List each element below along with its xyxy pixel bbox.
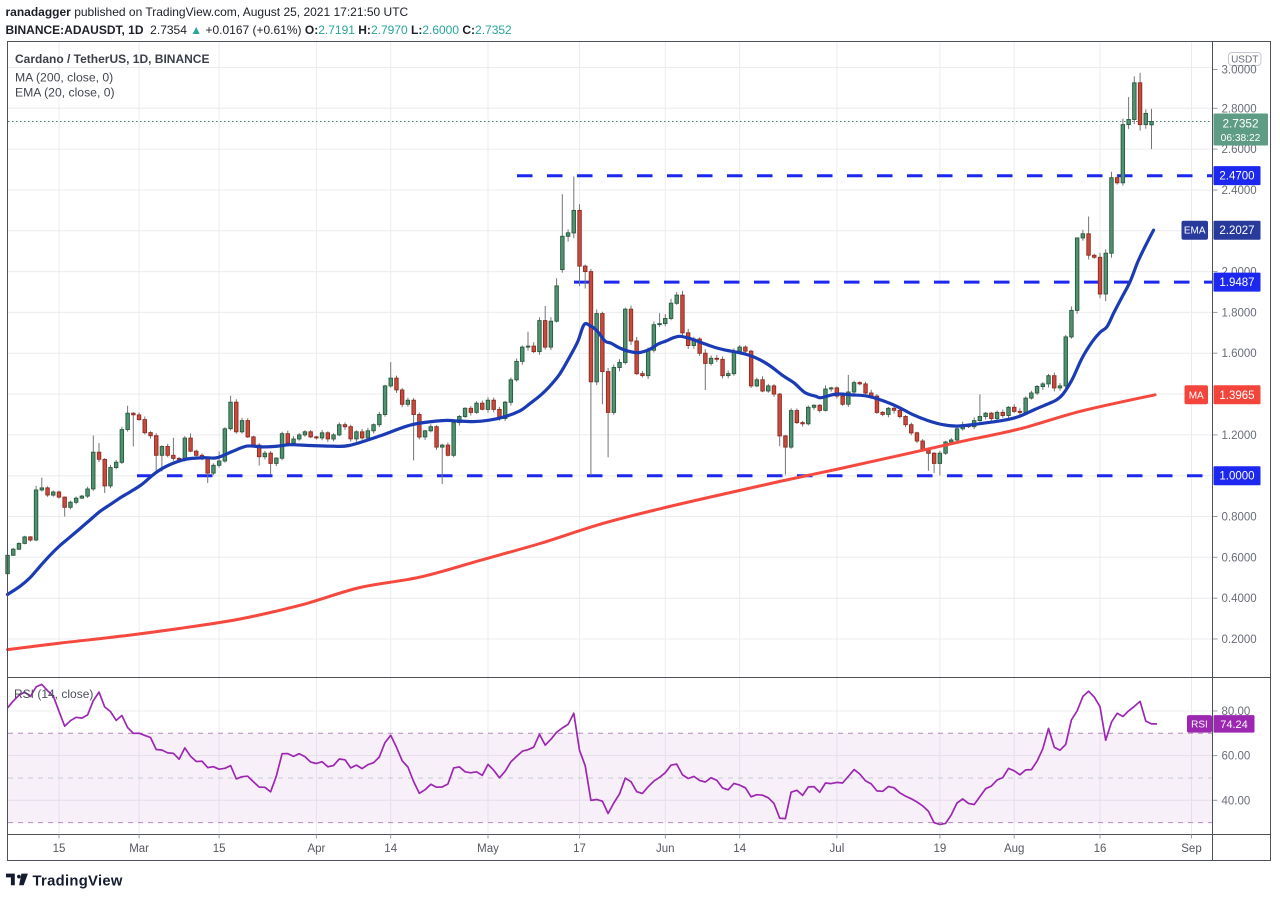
svg-text:Apr: Apr [307,843,325,855]
svg-text:0.6000: 0.6000 [1222,552,1257,564]
svg-text:2.6000: 2.6000 [1222,144,1257,156]
svg-text:0.8000: 0.8000 [1222,512,1257,524]
svg-text:1.0000: 1.0000 [1219,471,1254,483]
svg-text:Mar: Mar [129,843,149,855]
svg-text:BINANCE:ADAUSDT, 1D 2.7354 ▲: BINANCE:ADAUSDT, 1D 2.7354 ▲ +0.0167 (+0… [6,23,513,37]
svg-text:1.8000: 1.8000 [1222,307,1257,319]
svg-text:2.4700: 2.4700 [1219,171,1254,183]
svg-text:80.00: 80.00 [1222,706,1251,718]
svg-text:15: 15 [213,843,226,855]
svg-text:Sep: Sep [1181,843,1201,855]
svg-text:ranadagger published on Tradin: ranadagger published on TradingView.com,… [6,5,409,19]
svg-text:1.9487: 1.9487 [1219,277,1254,289]
svg-text:TradingView: TradingView [33,873,123,889]
svg-text:1.3965: 1.3965 [1219,390,1254,402]
svg-text:17: 17 [573,843,586,855]
svg-text:May: May [477,843,499,855]
svg-text:2.2027: 2.2027 [1219,225,1254,237]
svg-text:0.2000: 0.2000 [1222,634,1257,646]
svg-text:74.24: 74.24 [1220,719,1248,731]
svg-text:Cardano / TetherUS, 1D, BINANC: Cardano / TetherUS, 1D, BINANCE [15,52,209,66]
svg-text:0.4000: 0.4000 [1222,593,1257,605]
svg-text:14: 14 [384,843,397,855]
svg-text:19: 19 [934,843,947,855]
svg-text:USDT: USDT [1231,55,1258,66]
svg-text:2.8000: 2.8000 [1222,103,1257,115]
svg-text:EMA: EMA [1184,226,1206,237]
svg-text:3.0000: 3.0000 [1222,65,1257,77]
svg-text:2.4000: 2.4000 [1222,185,1257,197]
svg-text:Aug: Aug [1004,843,1024,855]
svg-text:16: 16 [1094,843,1107,855]
svg-text:14: 14 [733,843,746,855]
svg-text:Jul: Jul [830,843,845,855]
svg-text:2.7352: 2.7352 [1222,117,1258,131]
svg-text:1.2000: 1.2000 [1222,430,1257,442]
svg-text:Jun: Jun [656,843,675,855]
svg-text:15: 15 [53,843,66,855]
svg-text:40.00: 40.00 [1222,795,1251,807]
svg-text:RSI: RSI [1191,719,1208,730]
svg-text:1.6000: 1.6000 [1222,348,1257,360]
svg-text:RSI (14, close): RSI (14, close) [14,687,93,701]
svg-text:EMA (20, close, 0): EMA (20, close, 0) [15,86,115,100]
svg-text:MA (200, close, 0): MA (200, close, 0) [15,71,113,85]
svg-text:MA: MA [1189,390,1204,401]
svg-text:06:38:22: 06:38:22 [1221,133,1261,144]
svg-text:60.00: 60.00 [1222,751,1251,763]
